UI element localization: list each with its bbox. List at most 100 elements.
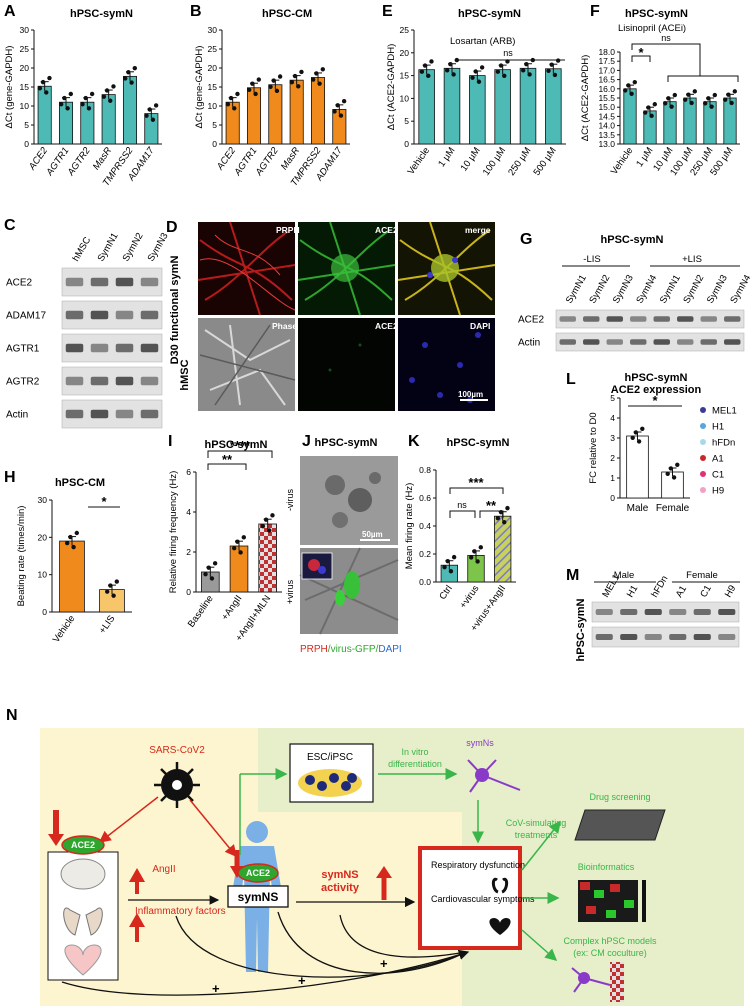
data-point — [104, 88, 110, 93]
blot-band — [115, 277, 134, 287]
y-axis-label: ΔCt (ACE2-GAPDH) — [386, 44, 397, 131]
data-point — [426, 73, 431, 79]
legend-prph: PRPH — [300, 644, 328, 655]
lane-label: SymN3 — [705, 273, 730, 305]
tile-label-dapi: DAPI — [470, 321, 490, 331]
data-point — [314, 71, 319, 76]
data-point — [643, 110, 648, 115]
bar-ace2 — [37, 85, 52, 145]
data-point — [476, 79, 482, 84]
blot-band — [559, 339, 576, 345]
data-point — [495, 516, 501, 521]
data-point — [630, 435, 635, 440]
data-point — [101, 94, 107, 99]
panel-H-title: hPSC-CM — [55, 477, 105, 489]
panel-I-title: hPSC-symN — [205, 439, 268, 451]
lane-label: SymN1 — [658, 273, 683, 305]
data-point — [546, 68, 551, 74]
data-point — [686, 92, 691, 97]
symns-cell-label: symNs — [466, 738, 494, 748]
lane-label: SymN4 — [634, 273, 659, 305]
panel-K-sig1: ** — [486, 498, 497, 513]
legend-dot-c1 — [700, 471, 706, 477]
data-point — [422, 63, 428, 68]
data-point — [247, 87, 252, 93]
legend-dapi: DAPI — [378, 644, 401, 655]
data-point — [451, 72, 456, 77]
panel-E-ns-bracket: ns — [457, 48, 565, 61]
data-point — [341, 99, 347, 104]
y-tick-label: 5 — [24, 120, 29, 130]
y-tick-label: 2 — [610, 453, 615, 463]
heart-icon — [64, 944, 102, 976]
panel-D-scale: 100µm — [458, 390, 483, 399]
x-tick-label: Vehicle — [51, 613, 78, 644]
y-axis-label: ΔCt (gene-GAPDH) — [4, 46, 15, 129]
y-tick-label: 30 — [38, 495, 48, 505]
bar-250-m — [519, 67, 537, 145]
x-tick-label: Vehicle — [406, 145, 433, 176]
data-point — [123, 76, 128, 81]
data-point — [235, 539, 240, 544]
data-point — [263, 517, 269, 522]
x-tick-label: 1 µM — [436, 145, 457, 169]
legend-label-a1: A1 — [712, 454, 724, 465]
blot-band — [90, 376, 109, 386]
y-tick-label: 0 — [404, 139, 409, 149]
data-point — [108, 583, 113, 588]
data-point — [277, 74, 283, 79]
ace2-label-left: ACE2 — [71, 840, 95, 850]
data-point — [80, 102, 85, 107]
data-point — [59, 102, 64, 107]
data-point — [235, 91, 240, 97]
y-tick-label: 15 — [208, 82, 218, 92]
legend-dot-a1 — [700, 455, 706, 461]
y-axis-label: Relative firing frequency (Hz) — [168, 471, 179, 594]
data-point — [238, 550, 243, 555]
data-point — [555, 58, 561, 63]
panel-letter-H: H — [4, 469, 16, 486]
bar-agtr1 — [246, 87, 262, 145]
ace2-receptor-right — [237, 863, 279, 883]
x-tick-label: 10 µM — [459, 145, 483, 173]
panel-G-minus: -LIS — [583, 254, 600, 265]
blot-row-label: AGTR2 — [6, 377, 40, 388]
panel-letter-K: K — [408, 433, 420, 450]
tile-label-prph: PRPH — [276, 225, 300, 235]
blot-band — [606, 339, 623, 345]
panel-H-star: * — [101, 494, 107, 509]
data-point — [448, 61, 453, 67]
blot-band — [700, 339, 717, 345]
tile-label-merge: merge — [465, 225, 491, 235]
blot-band — [559, 316, 576, 322]
panel-F-subtitle: Lisinopril (ACEi) — [618, 23, 686, 34]
blot-strip — [591, 626, 740, 648]
blot-band — [620, 634, 638, 640]
panel-M-female: Female — [686, 570, 718, 581]
blot-band — [140, 376, 159, 386]
data-point — [105, 589, 110, 594]
y-tick-label: 16.5 — [598, 75, 615, 85]
stem-cells-icon — [298, 769, 362, 797]
bar--virus-angii — [493, 515, 512, 583]
data-point — [448, 569, 454, 574]
blot-row-label: ADAM17 — [6, 311, 46, 322]
neuron-icon — [467, 759, 521, 793]
data-point — [703, 101, 708, 106]
data-point — [712, 92, 717, 98]
panel-K-ns: ns — [457, 500, 467, 510]
panel-L-legend: MEL1 H1 hFDn A1 C1 H9 — [700, 406, 737, 497]
data-point — [640, 426, 645, 431]
x-tick-label: 250 µM — [506, 145, 533, 177]
data-point — [132, 65, 137, 71]
y-tick-label: 14.0 — [598, 121, 615, 131]
data-point — [726, 92, 731, 97]
lungs-small-icon — [491, 877, 509, 894]
blot-band — [115, 376, 134, 386]
bar-vehicle — [418, 69, 435, 145]
data-point — [209, 576, 215, 581]
complex-label-1: Complex hPSC models — [563, 936, 657, 946]
y-tick-label: 10 — [20, 101, 30, 111]
x-tick-label: 500 µM — [531, 145, 558, 177]
